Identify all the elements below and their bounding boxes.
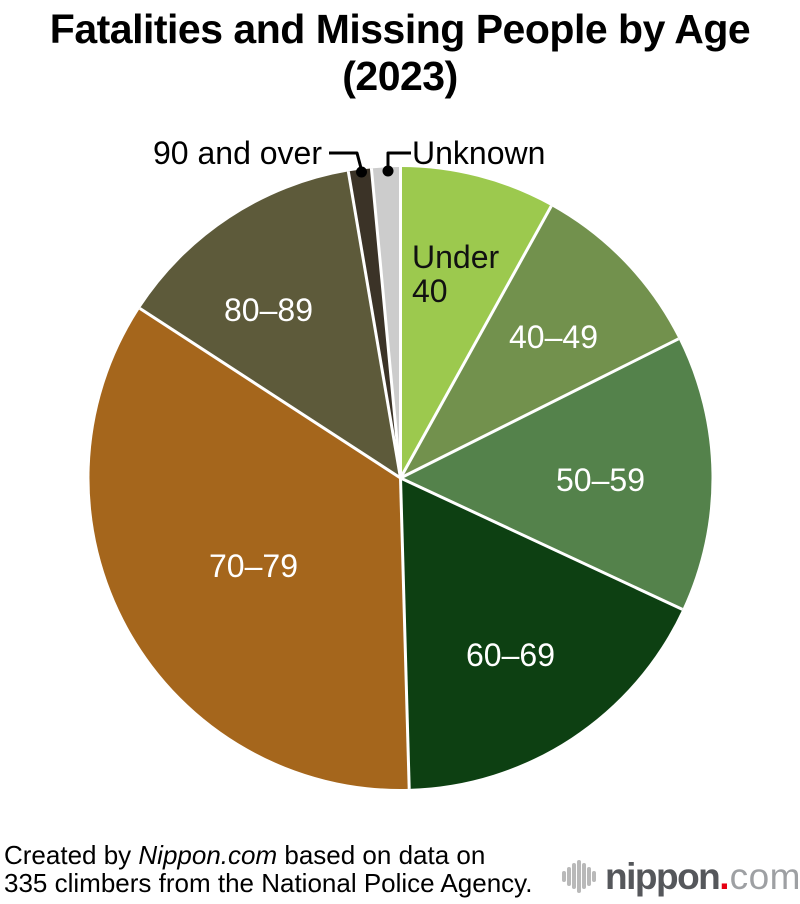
source-note-line2: 335 climbers from the National Police Ag… <box>4 868 533 898</box>
pie-slice-under-40 <box>400 167 552 478</box>
slice-border <box>399 337 680 480</box>
brand-name: Nippon.com <box>138 840 278 870</box>
slice-label-under-40: Under 40 <box>412 240 499 308</box>
nippon-logo-wordmark: nippon.com <box>605 858 800 895</box>
slice-border <box>399 205 553 479</box>
slice-border <box>399 477 411 789</box>
callout-dot-90-and-over <box>356 166 367 178</box>
slice-border <box>369 168 402 479</box>
nippon-logo-wordmark-bold: nippon <box>605 855 721 897</box>
pie-slice-60-69 <box>400 478 683 789</box>
slice-label-under-40-line1: Under <box>412 239 500 275</box>
chart-title-line1: Fatalities and Missing People by Age <box>49 6 751 52</box>
slice-border <box>346 171 402 479</box>
slice-border <box>399 476 684 611</box>
callout-dot-unknown <box>382 165 394 177</box>
callout-90-and-over <box>329 151 367 178</box>
slice-label-under-40-line2: 40 <box>412 273 448 309</box>
slice-label-50-59: 50–59 <box>556 462 645 498</box>
callout-label-unknown: Unknown <box>412 135 546 171</box>
callout-line-unknown <box>386 151 411 170</box>
slice-border <box>138 307 402 480</box>
pie-slice-40-49 <box>400 206 679 478</box>
pie-slice-borders <box>138 167 684 789</box>
pie-slice-50-59 <box>400 338 712 610</box>
slice-label-40-49: 40–49 <box>509 319 598 355</box>
callout-line-90-and-over <box>329 151 363 171</box>
slice-label-60-69: 60–69 <box>466 637 555 673</box>
slice-label-80-89: 80–89 <box>224 292 313 328</box>
nippon-logo-dot: . <box>719 855 730 897</box>
nippon-logo-wordmark-light: com <box>729 855 800 897</box>
chart-title: Fatalities and Missing People by Age (20… <box>0 6 800 100</box>
chart-title-line2: (2023) <box>342 53 458 99</box>
source-note-suffix: based on data on <box>277 840 486 870</box>
pie-slice-70-79 <box>89 308 410 790</box>
callout-label-90-and-over: 90 and over <box>152 135 322 171</box>
source-note-prefix: Created by <box>4 840 139 870</box>
source-note-line1: Created by Nippon.com based on data on <box>4 841 560 869</box>
callout-unknown <box>382 151 411 177</box>
pie-slice-80-89 <box>139 171 401 478</box>
slice-label-70-79: 70–79 <box>209 548 298 584</box>
nippon-com-logo: nippon.com <box>562 856 800 896</box>
nippon-logo-bars-icon <box>562 859 596 893</box>
source-note: Created by Nippon.com based on data on 3… <box>4 841 560 897</box>
